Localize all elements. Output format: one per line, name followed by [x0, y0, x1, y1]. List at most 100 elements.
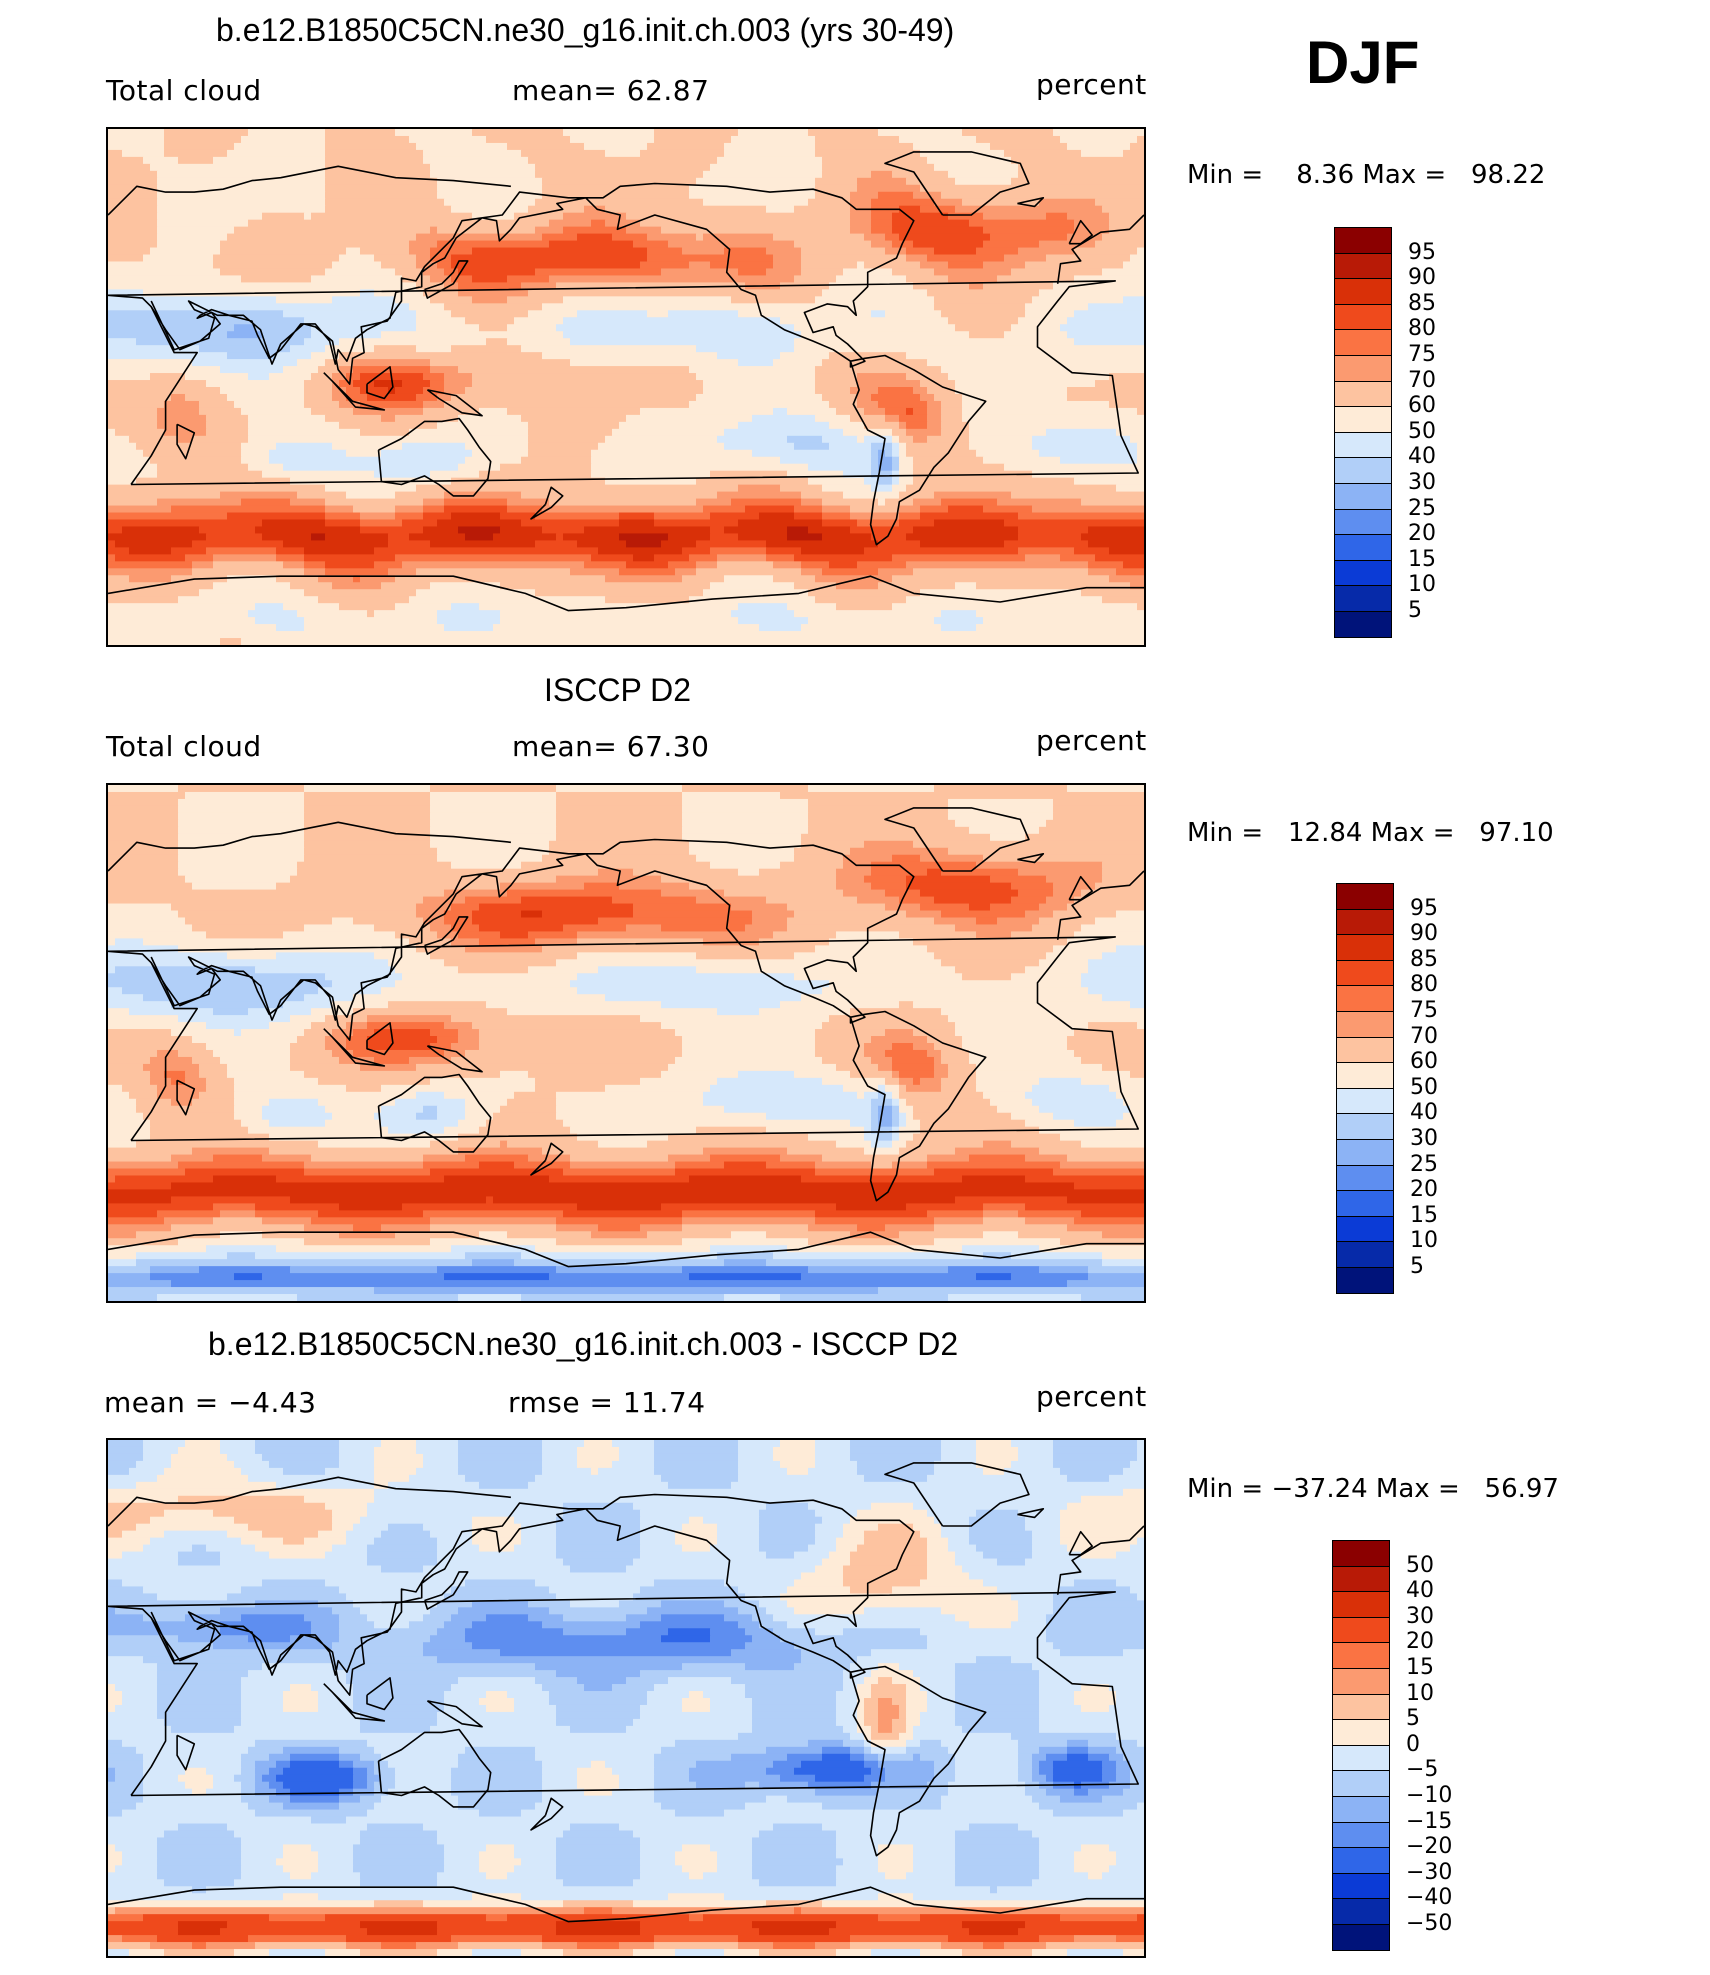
colorbar-box [1336, 1164, 1394, 1192]
panel-2-title: ISCCP D2 [544, 672, 692, 708]
coastline [849, 1665, 987, 1857]
colorbar-box [1334, 406, 1392, 433]
colorbar-box [1334, 252, 1392, 280]
contour-fill [108, 1440, 1144, 1956]
colorbar-box [1332, 1872, 1390, 1900]
colorbar-label: 75 [1408, 342, 1436, 367]
coastline [108, 280, 1139, 486]
coastline [323, 1683, 386, 1722]
colorbar-box [1336, 959, 1394, 987]
colorbar-box [1336, 1215, 1394, 1243]
colorbar-label: 75 [1410, 998, 1438, 1023]
coastline [377, 417, 492, 497]
coastline [108, 1476, 511, 1527]
panel-1-title: b.e12.B1850C5CN.ne30_g16.init.ch.003 (yr… [216, 12, 955, 48]
coastline [176, 1079, 196, 1116]
colorbar-box [1336, 883, 1394, 910]
coastline [423, 260, 469, 299]
panel-2-units-label: percent [1036, 724, 1147, 757]
panel-3-minmax: Min = −37.24 Max = 56.97 [1187, 1474, 1559, 1504]
coastline [426, 1045, 483, 1073]
coastline [426, 1700, 483, 1728]
panel-1-map [106, 127, 1146, 647]
colorbar-box [1332, 1591, 1390, 1618]
panel-1-mean-label: mean= 62.87 [512, 74, 710, 107]
colorbar-box [1336, 1241, 1394, 1268]
colorbar-label: −15 [1406, 1808, 1453, 1834]
colorbar-box [1332, 1616, 1390, 1644]
colorbar-label: 40 [1408, 444, 1436, 470]
colorbar-box [1332, 1693, 1390, 1721]
colorbar-label: 40 [1406, 1578, 1434, 1604]
colorbar-box [1336, 908, 1394, 936]
colorbar-box [1334, 355, 1392, 382]
panel-3-mean-label: mean = −4.43 [104, 1386, 317, 1419]
contour-fill [108, 785, 1144, 1301]
colorbar-box [1334, 534, 1392, 561]
colorbar-label: −5 [1406, 1757, 1439, 1783]
coastline [1056, 870, 1144, 940]
coastline [1056, 214, 1144, 284]
colorbar-label: −40 [1406, 1885, 1453, 1911]
colorbar-box [1334, 559, 1392, 587]
coastline [377, 1728, 492, 1808]
panel-2-left-label: Total cloud [106, 730, 262, 763]
season-label: DJF [1306, 29, 1420, 96]
coastline [1068, 1530, 1093, 1556]
colorbar-box [1334, 329, 1392, 356]
colorbar-label: 15 [1408, 546, 1436, 572]
colorbar-box [1336, 1190, 1394, 1217]
colorbar-box [1332, 1821, 1390, 1849]
colorbar-label: 50 [1410, 1074, 1438, 1100]
coastline [323, 372, 386, 411]
colorbar-box [1336, 1036, 1394, 1064]
coastline [176, 423, 196, 460]
coastline [530, 1142, 564, 1176]
colorbar-label: 85 [1410, 946, 1438, 972]
coastline [108, 821, 511, 872]
colorbar-label: 95 [1408, 239, 1436, 265]
colorbar-box [1332, 1565, 1390, 1593]
colorbar-box [1334, 227, 1392, 254]
panel-3-title: b.e12.B1850C5CN.ne30_g16.init.ch.003 - I… [208, 1326, 959, 1362]
colorbar-box [1334, 303, 1392, 331]
colorbar-label: 25 [1408, 495, 1436, 521]
coastline [530, 486, 564, 520]
coastline [1017, 197, 1045, 208]
colorbar-label: −10 [1406, 1783, 1453, 1808]
colorbar-label: 90 [1410, 921, 1438, 947]
colorbar-label: 0 [1406, 1731, 1420, 1757]
coastline [108, 575, 1144, 612]
coastline [426, 389, 483, 417]
colorbar-label: 5 [1408, 598, 1422, 623]
panel-2-mean-label: mean= 67.30 [512, 730, 710, 763]
colorbar-box [1334, 380, 1392, 408]
coastlines [108, 1462, 1144, 1923]
colorbar-label: 60 [1408, 393, 1436, 419]
colorbar-box [1334, 483, 1392, 510]
colorbar-box [1336, 1011, 1394, 1038]
colorbar-box [1332, 1642, 1390, 1669]
colorbar-box [1334, 278, 1392, 305]
coastline [1068, 875, 1093, 901]
colorbar-label: 20 [1406, 1629, 1434, 1655]
colorbar-label: 20 [1410, 1177, 1438, 1203]
colorbar-label: 80 [1410, 972, 1438, 998]
coastline [884, 807, 1030, 872]
coastlines [108, 807, 1144, 1268]
coastline [108, 165, 511, 216]
coastline [1017, 1508, 1045, 1519]
colorbar-label: 90 [1408, 265, 1436, 291]
colorbar-box [1336, 1087, 1394, 1115]
colorbar-label: 5 [1410, 1254, 1424, 1279]
colorbar-label: 80 [1408, 316, 1436, 342]
panel-2-map [106, 783, 1146, 1303]
colorbar-label: 20 [1408, 521, 1436, 547]
coastline [884, 1462, 1030, 1527]
coastline [849, 354, 987, 546]
panel-2-minmax: Min = 12.84 Max = 97.10 [1187, 818, 1554, 848]
colorbar-label: 60 [1410, 1049, 1438, 1075]
colorbar-box [1336, 934, 1394, 961]
panel-3-map [106, 1438, 1146, 1958]
coastline [108, 1591, 1139, 1797]
